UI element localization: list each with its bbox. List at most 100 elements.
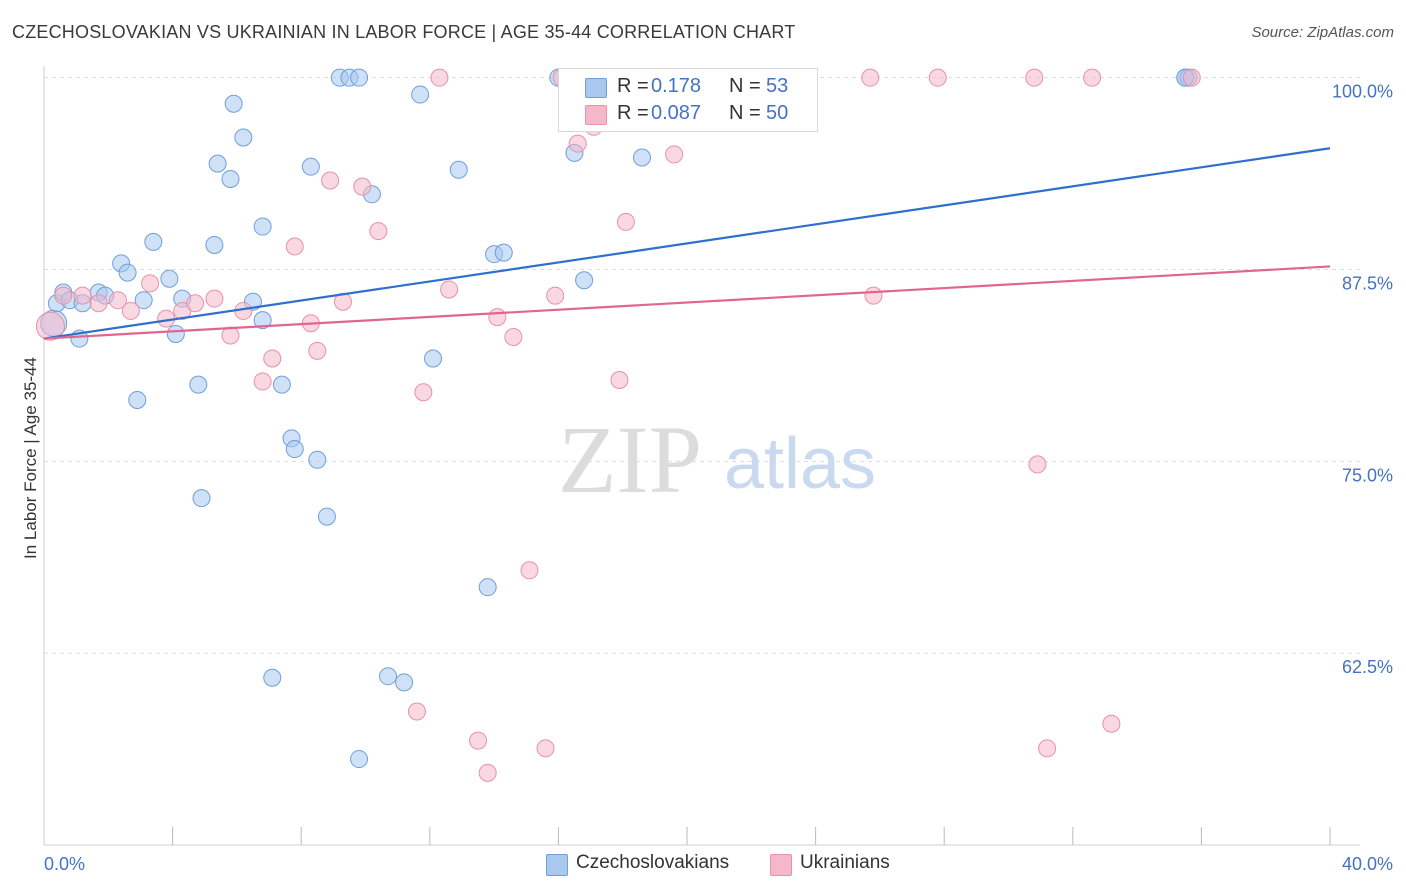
point-czechoslovakians: [350, 68, 369, 87]
watermark-atlas: atlas: [724, 424, 876, 504]
point-czechoslovakians: [253, 217, 272, 236]
legend-row-czechoslovakians: R = 0.178 N = 53: [559, 75, 817, 101]
watermark-zip: ZIP: [558, 406, 702, 513]
point-ukrainians: [1038, 739, 1057, 758]
legend-n-label: N =: [729, 102, 761, 124]
point-czechoslovakians: [166, 324, 185, 343]
point-ukrainians: [253, 372, 272, 391]
point-ukrainians: [665, 145, 684, 164]
point-ukrainians: [1028, 455, 1047, 474]
point-ukrainians: [414, 383, 433, 402]
legend-swatch-ukrainians: [770, 854, 792, 876]
point-ukrainians: [546, 286, 565, 305]
point-czechoslovakians: [317, 507, 336, 526]
point-ukrainians: [73, 286, 92, 305]
legend-label-ukrainians: Ukrainians: [800, 852, 890, 873]
legend-n-label: N =: [729, 75, 761, 97]
legend-r-value: 0.087: [651, 102, 702, 124]
point-ukrainians: [108, 291, 127, 310]
point-ukrainians: [520, 561, 539, 580]
point-ukrainians: [121, 301, 140, 320]
point-czechoslovakians: [301, 157, 320, 176]
point-ukrainians: [353, 177, 372, 196]
legend-swatch-blue: [585, 78, 607, 98]
point-ukrainians: [440, 280, 459, 299]
point-ukrainians: [568, 134, 587, 153]
legend-r-label: R =: [617, 75, 649, 97]
gridlines: [44, 77, 1360, 654]
point-czechoslovakians: [272, 375, 291, 394]
point-ukrainians: [864, 286, 883, 305]
point-ukrainians: [54, 286, 73, 305]
point-czechoslovakians: [128, 390, 147, 409]
point-ukrainians: [488, 308, 507, 327]
point-czechoslovakians: [395, 673, 414, 692]
series-legend: Czechoslovakians Ukrainians: [0, 852, 1406, 878]
trend-line-czechoslovakians: [43, 147, 1331, 340]
point-czechoslovakians: [494, 243, 513, 262]
point-ukrainians: [861, 68, 880, 87]
point-czechoslovakians: [205, 235, 224, 254]
point-czechoslovakians: [478, 578, 497, 597]
trend-line-ukrainians: [43, 265, 1331, 340]
point-czechoslovakians: [411, 85, 430, 104]
point-ukrainians: [186, 294, 205, 313]
x-tick-label: 40.0%: [1342, 854, 1393, 874]
point-czechoslovakians: [118, 263, 137, 282]
legend-r-label: R =: [617, 102, 649, 124]
legend-n-value: 50: [766, 102, 789, 124]
point-ukrainians: [1083, 68, 1102, 87]
point-ukrainians: [616, 212, 635, 231]
point-ukrainians: [469, 731, 488, 750]
point-ukrainians: [430, 68, 449, 87]
point-ukrainians: [141, 274, 160, 293]
point-ukrainians: [928, 68, 947, 87]
trend-lines: [43, 147, 1331, 340]
y-axis-label: In Labor Force | Age 35-44: [21, 357, 40, 559]
point-czechoslovakians: [424, 349, 443, 368]
y-tick-label: 100.0%: [1332, 82, 1393, 102]
legend-n-value: 53: [766, 75, 789, 97]
point-ukrainians: [1102, 714, 1121, 733]
point-ukrainians: [536, 739, 555, 758]
point-ukrainians: [610, 371, 629, 389]
point-czechoslovakians: [144, 232, 163, 251]
point-czechoslovakians: [234, 128, 253, 147]
point-ukrainians: [89, 294, 108, 313]
point-czechoslovakians: [224, 94, 243, 113]
point-ukrainians: [205, 289, 224, 308]
chart-source: Source: ZipAtlas.com: [1251, 24, 1394, 41]
point-ukrainians: [321, 171, 340, 190]
axes: [43, 66, 1360, 846]
point-czechoslovakians: [253, 311, 272, 330]
point-ukrainians: [1182, 68, 1201, 87]
y-tick-label: 62.5%: [1342, 657, 1393, 677]
point-czechoslovakians: [192, 489, 211, 508]
legend-r-value: 0.178: [651, 75, 702, 97]
tick-labels: 100.0% 87.5% 75.0% 62.5% 0.0% 40.0%: [44, 82, 1393, 874]
point-ukrainians: [407, 702, 426, 721]
legend-label-czechoslovakians: Czechoslovakians: [576, 852, 730, 873]
point-czechoslovakians: [379, 667, 398, 686]
point-ukrainians: [308, 341, 327, 360]
point-czechoslovakians: [134, 291, 153, 310]
point-ukrainians: [369, 222, 388, 241]
chart-title: CZECHOSLOVAKIAN VS UKRAINIAN IN LABOR FO…: [12, 22, 796, 42]
point-ukrainians: [1025, 68, 1044, 87]
point-ukrainians: [221, 326, 240, 345]
point-ukrainians: [504, 328, 523, 347]
y-tick-label: 75.0%: [1342, 465, 1393, 485]
point-czechoslovakians: [285, 440, 304, 459]
point-czechoslovakians: [160, 269, 179, 288]
stats-legend: R = 0.178 N = 53 R = 0.087 N = 50: [558, 68, 818, 132]
point-czechoslovakians: [308, 450, 327, 469]
point-ukrainians: [35, 311, 65, 341]
watermark: ZIP atlas: [558, 406, 876, 513]
point-czechoslovakians: [632, 148, 651, 167]
point-czechoslovakians: [221, 169, 240, 188]
point-ukrainians: [285, 237, 304, 256]
point-ukrainians: [263, 349, 282, 368]
point-czechoslovakians: [449, 160, 468, 179]
point-czechoslovakians: [208, 154, 227, 173]
legend-row-ukrainians: R = 0.087 N = 50: [559, 102, 817, 128]
